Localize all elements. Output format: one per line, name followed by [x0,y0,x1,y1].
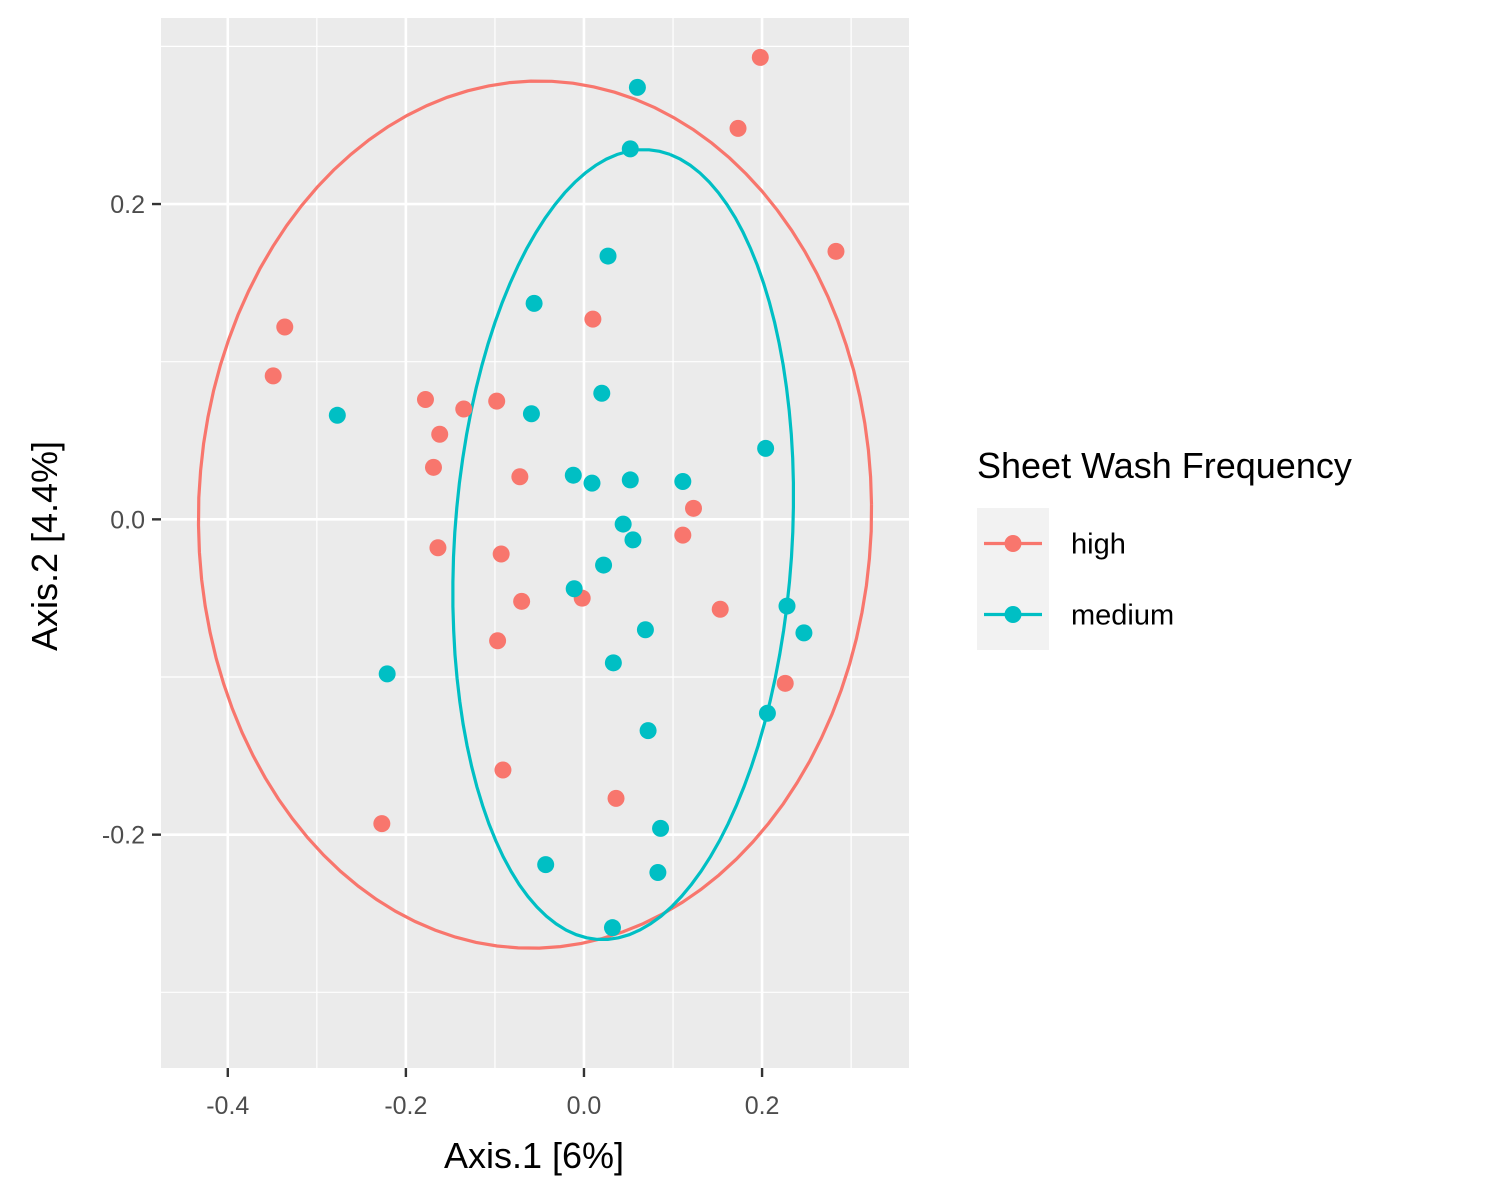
point-high [492,545,510,563]
point-high [685,499,703,517]
point-medium [564,466,582,484]
point-medium [795,624,813,642]
point-high [827,242,845,260]
x-tick-label: 0.2 [745,1092,780,1120]
point-medium [603,919,621,937]
x-tick-label: -0.2 [384,1092,427,1120]
legend-marker-high [1004,535,1022,552]
point-high [729,119,747,137]
point-medium [328,406,346,424]
point-medium [565,580,583,598]
panel-rect [161,18,909,1068]
point-medium [595,556,613,574]
y-tick-label: -0.2 [102,822,145,850]
legend-marker-medium [1004,606,1022,623]
point-medium [639,722,657,740]
point-medium [621,471,639,489]
axes: -0.4 -0.2 0.0 0.2 -0.2 0.0 0.2 [102,191,780,1120]
point-high [424,458,442,476]
point-high [429,539,447,557]
point-medium [674,473,692,491]
point-high [494,761,512,779]
legend-label-high: high [1071,529,1126,561]
point-high [488,392,506,410]
y-tick-label: 0.2 [110,191,145,219]
point-high [584,310,602,328]
point-high [674,526,692,544]
confidence-ellipses [196,79,874,950]
point-medium [599,247,617,265]
point-medium [649,864,667,882]
point-high [431,425,449,443]
point-high [751,48,769,66]
point-medium [614,515,632,533]
point-medium [621,140,639,158]
point-high [711,600,729,618]
point-high [511,468,529,486]
point-medium [778,597,796,615]
point-high [607,789,625,807]
point-high [416,391,434,409]
point-high [276,318,294,336]
point-medium [593,384,611,402]
point-high [489,632,507,650]
point-high [264,367,282,385]
legend: Sheet Wash Frequency high medium [977,445,1352,650]
point-high [373,815,391,833]
y-tick-label: 0.0 [110,506,145,534]
point-medium [636,621,654,639]
ellipse-medium [451,148,796,942]
point-medium [378,665,396,683]
point-medium [537,856,555,874]
ellipse-high [196,79,874,950]
point-medium [628,78,646,96]
x-axis-title: Axis.1 [6%] [444,1135,624,1176]
legend-label-medium: medium [1071,600,1174,632]
data-points [264,48,845,937]
y-axis-title: Axis.2 [4.4%] [24,441,65,651]
x-tick-label: 0.0 [567,1092,602,1120]
point-medium [522,405,540,423]
point-medium [624,531,642,549]
plot-panel [161,18,909,1068]
point-high [455,400,473,418]
point-medium [758,704,776,722]
point-high [776,674,794,692]
x-tick-label: -0.4 [206,1092,249,1120]
point-medium [583,474,601,492]
point-medium [757,439,775,457]
point-medium [652,819,670,837]
point-medium [525,294,543,312]
point-high [513,592,531,610]
legend-title: Sheet Wash Frequency [977,445,1352,486]
point-medium [604,654,622,672]
grid-lines [161,18,909,1068]
